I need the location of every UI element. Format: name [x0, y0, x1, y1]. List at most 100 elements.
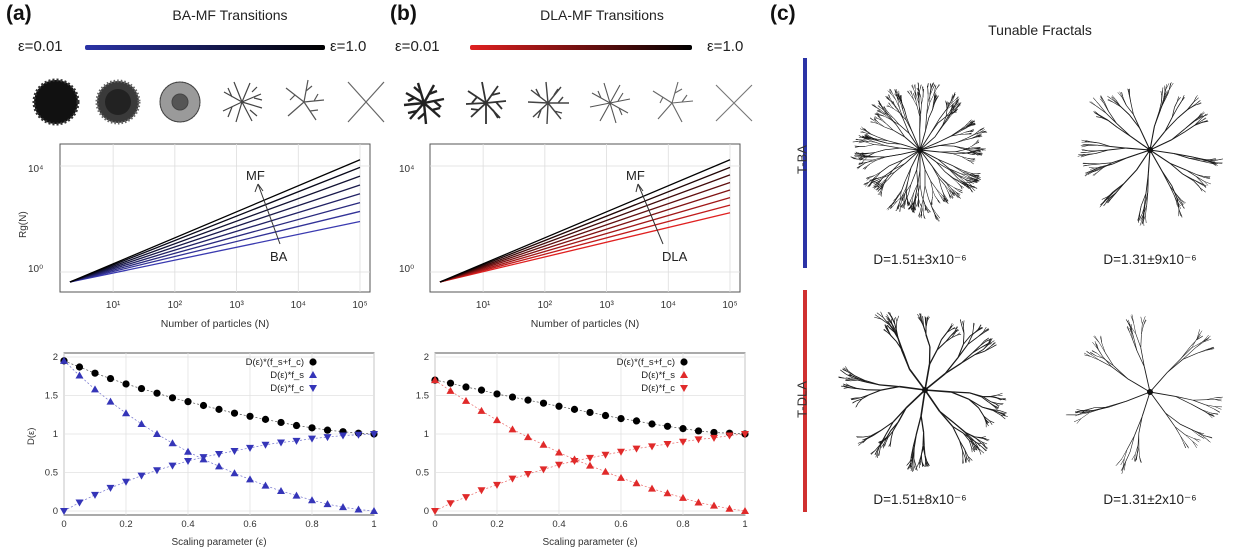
chart-b-bottom-xtick: 0.6 [614, 519, 627, 530]
chart-b-bottom-point [508, 393, 517, 401]
chart-a-top-xtick: 10⁵ [352, 300, 367, 311]
chart-b-bottom-ytick: 1 [424, 429, 429, 440]
chart-a-bottom-point [277, 486, 285, 494]
chart-a-bottom-ytick: 2 [53, 352, 58, 363]
chart-a-top-series-line [69, 166, 361, 283]
chart-a-top-ylabel: Rg(N) [18, 211, 29, 238]
chart-a-bottom-legend-marker [309, 371, 317, 378]
chart-a-bottom-point [246, 475, 254, 483]
panel-b-letter: (b) [390, 2, 417, 25]
dla-cluster-thumb-4 [589, 82, 631, 124]
chart-a-bottom-point [292, 421, 301, 430]
t-ba-dimension-right: D=1.31±9x10⁻⁶ [1103, 252, 1197, 267]
ba-cluster-thumb-5 [285, 79, 325, 121]
chart-b-bottom-point [679, 425, 687, 433]
chart-b-bottom-point [431, 508, 439, 515]
chart-a-bottom-point [60, 356, 68, 364]
chart-a-bottom-point [230, 409, 239, 417]
chart-b-bottom-point [555, 448, 563, 456]
chart-a-bottom-point [184, 457, 192, 465]
chart-b-bottom-point [648, 420, 656, 428]
chart-a-bottom-point [122, 409, 130, 417]
t-ba-dimension-left: D=1.51±3x10⁻⁶ [873, 252, 967, 267]
chart-b-bottom-point [632, 479, 641, 487]
panel-b-cluster-row [403, 81, 753, 125]
chart-b-top-series-line [439, 159, 731, 283]
chart-a-bottom-point [184, 447, 192, 455]
dla-cluster-thumb-5 [652, 81, 694, 123]
chart-b-bottom-xtick: 0.8 [676, 519, 689, 530]
chart-b-top-series-line [439, 189, 731, 283]
t-dla-dimension-right: D=1.31±2x10⁻⁶ [1103, 492, 1197, 507]
chart-b-bottom-point [741, 507, 749, 514]
chart-a-bottom-point [308, 435, 316, 443]
chart-a-bottom-legend-1: D(ε)*(f_s+f_c) [246, 357, 304, 368]
chart-b-bottom-point [431, 376, 439, 384]
chart-a-bottom-point [75, 499, 84, 507]
chart-b-top-series-line [439, 166, 731, 283]
dla-cluster-thumb-3 [527, 81, 569, 125]
chart-b-bottom-point [601, 467, 610, 475]
chart-b-bottom-point [524, 471, 532, 479]
chart-b-bottom-point [462, 396, 470, 404]
chart-b-bottom-ytick: 1.5 [416, 391, 429, 402]
chart-b-top-xtick: 10⁴ [661, 300, 676, 311]
chart-b-bottom-legend-1: D(ε)*(f_s+f_c) [617, 357, 675, 368]
panel-a-title: BA-MF Transitions [172, 7, 288, 23]
chart-b-top-series-line [439, 204, 731, 283]
chart-a-bottom-point [215, 462, 223, 470]
chart-a-top-xtick: 10² [168, 300, 183, 311]
panel-c-letter: (c) [770, 2, 796, 25]
chart-b-bottom-point [555, 402, 563, 410]
fractal-t-dla-sparse [1065, 314, 1223, 474]
chart-a-top-series-line [69, 201, 361, 283]
chart-b-bottom-point [477, 406, 486, 414]
chart-b-bottom-point [586, 408, 594, 417]
panel-b-colorbar [470, 45, 692, 50]
chart-b-bottom-point [570, 457, 579, 465]
chart-b-top-series-line [439, 212, 731, 283]
chart-a-bottom-point [339, 432, 347, 440]
chart-a-bottom-point [261, 481, 270, 489]
chart-a-bottom-legend-2: D(ε)*f_s [270, 370, 304, 381]
chart-a-bottom-point [137, 419, 146, 427]
chart-b-bottom-point [493, 390, 501, 398]
chart-b-bottom-point [694, 427, 703, 435]
chart-b-top-ytick-high: 10⁴ [399, 164, 414, 175]
chart-b-bottom-legend-marker [680, 371, 688, 378]
chart-a-bottom-point [106, 397, 115, 405]
chart-b-bottom-point [648, 484, 656, 492]
panel-b-eps-start: ε=0.01 [395, 38, 440, 55]
chart-a-bottom-point [153, 389, 161, 397]
chart-b-bottom-point [508, 475, 517, 483]
chart-b-top-xtick: 10³ [599, 300, 614, 311]
chart-b-bottom-point [710, 434, 718, 442]
dla-cluster-thumb-2 [465, 81, 507, 124]
chart-a-top: 10¹ 10² 10³ 10⁴ 10⁵ 10⁴ 10⁰ Rg(N) MF BA [18, 143, 371, 311]
chart-a-bottom-point [168, 394, 177, 402]
chart-b-bottom-point [446, 386, 455, 394]
chart-a-top-xtick: 10³ [229, 300, 244, 311]
ba-cluster-thumb-2 [95, 79, 141, 125]
chart-a-bottom-point [370, 507, 378, 514]
chart-a-bottom-xtick: 0.2 [119, 519, 132, 530]
chart-b-bottom-point [493, 481, 501, 489]
chart-a-bottom-point [122, 380, 130, 388]
chart-a-top-ytick-low: 10⁰ [28, 264, 43, 275]
chart-a-bottom-point [215, 451, 223, 459]
chart-b-bottom-legend-3: D(ε)*f_c [641, 383, 675, 394]
chart-b-bottom-point [508, 425, 517, 433]
chart-b-bottom-point [679, 493, 687, 501]
chart-a-top-ytick-high: 10⁴ [28, 164, 43, 175]
chart-a-bottom-point [308, 496, 316, 504]
chart-b-bottom-ytick: 2 [424, 352, 429, 363]
chart-b-bottom: 0 0.2 0.4 0.6 0.8 1 0 0.5 1 1.5 2 D(ε)*(f_s+f_c) D… [416, 352, 749, 548]
chart-b-bottom-point [601, 411, 610, 420]
chart-a-bottom-point [153, 430, 161, 437]
chart-a-bottom-ytick: 1.5 [45, 391, 58, 402]
chart-b-bottom-point [632, 445, 641, 453]
chart-b-bottom-point [710, 501, 718, 509]
chart-a-bottom-point [91, 491, 99, 499]
chart-b-bottom-point [477, 487, 486, 495]
chart-b-bottom-point [648, 443, 656, 451]
